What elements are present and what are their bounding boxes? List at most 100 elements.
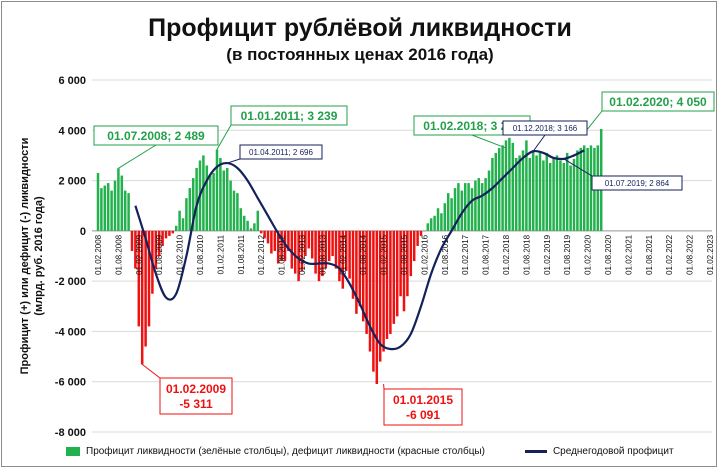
bar: [130, 230, 134, 251]
bar: [208, 175, 212, 231]
bar: [559, 160, 562, 231]
x-tick-label: 01.02.2012: [257, 234, 266, 275]
y-tick-label: 0: [80, 226, 86, 238]
x-tick-label: 01.02.2015: [380, 234, 389, 275]
bar: [341, 230, 345, 289]
bar: [552, 157, 555, 231]
bar: [147, 230, 151, 327]
x-tick-label: 01.02.2020: [584, 234, 593, 275]
y-axis-label: Профицит (+) или дефицит (-) ликвидности: [19, 138, 31, 375]
bar: [157, 230, 161, 256]
bar: [239, 208, 243, 231]
bar: [443, 203, 447, 231]
callout-label: 01.04.2011; 2 696: [249, 148, 313, 157]
bar: [589, 145, 593, 231]
bar: [317, 230, 321, 282]
bar: [293, 230, 297, 274]
x-tick-label: 01.08.2014: [359, 234, 368, 275]
callout-label: 01.02.2009: [166, 382, 226, 396]
bar: [232, 190, 236, 231]
y-tick-label: -4 000: [55, 326, 86, 338]
x-tick-label: 01.08.2010: [196, 234, 205, 275]
bar: [508, 137, 511, 231]
bar: [256, 210, 260, 231]
bar: [511, 142, 515, 231]
x-tick-label: 01.08.2018: [522, 234, 531, 275]
bar: [229, 180, 232, 231]
bar: [419, 230, 423, 236]
bar: [446, 193, 450, 231]
bar: [283, 230, 287, 262]
x-tick-label: 01.02.2010: [176, 234, 185, 275]
bar: [259, 230, 263, 234]
bar: [174, 225, 178, 231]
x-tick-label: 01.02.2013: [298, 234, 307, 275]
bar: [586, 147, 589, 231]
bar: [406, 230, 409, 297]
bar: [185, 198, 188, 231]
bar: [120, 175, 124, 231]
bar: [113, 180, 117, 231]
callout-label: 01.07.2008; 2 489: [107, 129, 205, 143]
bar: [117, 168, 120, 231]
bar: [531, 150, 535, 231]
bar: [569, 165, 572, 231]
y-tick-label: -2 000: [55, 276, 86, 288]
bar: [450, 198, 453, 231]
bar: [477, 178, 481, 231]
bar: [572, 158, 576, 231]
bar: [215, 149, 219, 231]
bar: [487, 170, 491, 231]
bar: [253, 223, 256, 231]
bar: [545, 152, 549, 231]
x-tick-label: 01.02.2021: [624, 234, 633, 275]
callout-label: 01.01.2011; 3 239: [241, 109, 338, 123]
bar: [304, 230, 307, 256]
bar: [429, 218, 433, 231]
legend-line-label: Среднегодовой профицит: [552, 446, 674, 457]
bar: [538, 151, 542, 231]
bar: [395, 230, 399, 317]
bar: [402, 230, 406, 312]
y-tick-label: 4 000: [58, 125, 86, 137]
bar: [137, 230, 141, 327]
bar: [321, 230, 324, 277]
bar: [236, 193, 239, 231]
x-tick-label: 01.02.2019: [543, 234, 552, 275]
x-tick-label: 01.08.2016: [441, 234, 450, 275]
x-tick-label: 01.08.2009: [155, 234, 164, 275]
callout-box: [159, 377, 233, 415]
bar: [555, 155, 559, 231]
bar: [521, 150, 525, 231]
bar: [310, 230, 314, 259]
bar: [263, 230, 266, 239]
bar: [368, 230, 372, 352]
legend-line-swatch: [524, 450, 547, 453]
bar: [171, 230, 175, 234]
bar: [266, 230, 270, 244]
bar: [480, 183, 484, 231]
bar: [358, 230, 362, 307]
callout-label: 01.07.2019; 2 864: [605, 179, 670, 188]
average-line: [134, 149, 585, 351]
bar: [202, 155, 205, 231]
bar: [334, 230, 338, 269]
bar: [134, 230, 137, 269]
callout-leader: [471, 134, 507, 149]
bar: [484, 178, 487, 231]
bar: [399, 230, 402, 297]
bar: [327, 230, 331, 262]
x-tick-label: 01.02.2017: [461, 234, 470, 275]
bar: [504, 140, 508, 231]
legend-bar-swatch: [66, 447, 80, 456]
bar: [491, 157, 494, 231]
chart-legend: Профицит ликвидности (зелёные столбцы), …: [66, 446, 674, 457]
bar: [433, 215, 436, 231]
bar: [518, 155, 521, 231]
bar: [355, 230, 358, 314]
bar: [579, 147, 583, 231]
bar: [460, 190, 464, 231]
callout-leader: [216, 124, 232, 150]
